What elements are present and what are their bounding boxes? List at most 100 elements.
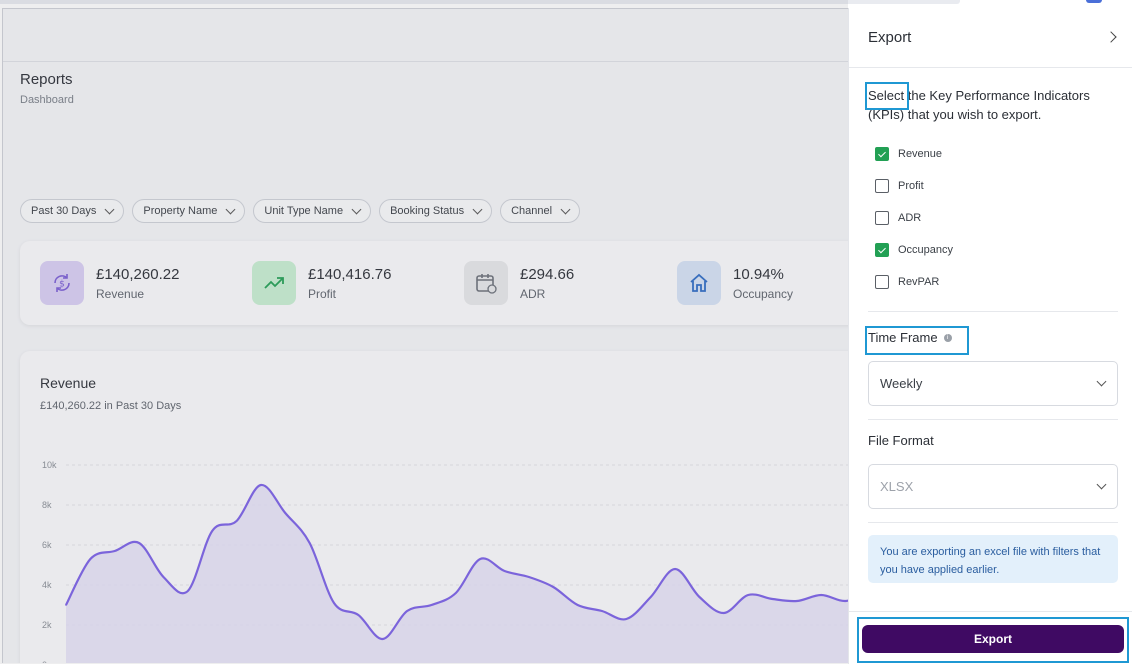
chevron-right-icon[interactable] [1105, 31, 1117, 43]
revenue-cycle-icon: $ [40, 261, 84, 305]
chevron-down-icon [1096, 479, 1107, 490]
panel-title: Export [868, 29, 912, 46]
data-point [528, 576, 530, 578]
data-point [308, 542, 311, 544]
kpi-option-revenue[interactable]: Revenue [875, 147, 942, 161]
filter-label: Unit Type Name [264, 205, 344, 217]
option-label: Occupancy [898, 244, 954, 256]
data-point [771, 598, 774, 600]
data-point [552, 586, 555, 588]
filter-label: Booking Status [390, 205, 465, 217]
y-tick-label: 4k [42, 580, 52, 590]
option-label: Revenue [898, 148, 943, 160]
y-tick-label: 0 [42, 660, 47, 663]
file-format-label: File Format [868, 433, 934, 448]
file-format-select[interactable]: XLSX [868, 464, 1118, 509]
breadcrumb: Dashboard [20, 94, 74, 106]
data-point [674, 568, 676, 570]
kpi-option-occupancy[interactable]: Occupancy [875, 243, 953, 257]
data-point [406, 610, 408, 612]
data-point [698, 596, 701, 598]
data-point [747, 594, 749, 596]
data-point [333, 602, 335, 604]
filter-label: Past 30 Days [31, 205, 97, 217]
checkbox-checked-icon[interactable] [875, 243, 889, 257]
filter-channel[interactable]: Channel [500, 199, 581, 223]
data-point [113, 550, 116, 552]
browser-top-strip [0, 0, 1132, 6]
section-divider [868, 522, 1118, 523]
page-title: Reports [20, 71, 73, 88]
data-point [211, 530, 213, 532]
kpi-value: £140,260.22 [96, 265, 180, 283]
data-point [844, 600, 847, 602]
data-point [723, 612, 725, 614]
filter-booking-status[interactable]: Booking Status [379, 199, 493, 223]
chevron-down-icon [1096, 376, 1107, 387]
checkbox-icon[interactable] [875, 211, 889, 225]
filter-label: Channel [511, 205, 553, 217]
data-point [625, 618, 628, 620]
trending-up-icon [252, 261, 296, 305]
highlight-box [865, 326, 969, 355]
chevron-down-icon [104, 204, 115, 214]
filter-unit-type[interactable]: Unit Type Name [253, 199, 372, 223]
data-point [260, 484, 262, 486]
data-point [576, 604, 579, 606]
checkbox-icon[interactable] [875, 179, 889, 193]
checkbox-checked-icon[interactable] [875, 147, 889, 161]
revenue-line [65, 483, 849, 641]
select-value: XLSX [880, 479, 914, 494]
kpi-profit: £140,416.76 Profit [252, 261, 391, 305]
data-point [820, 594, 823, 596]
export-button[interactable]: Export [862, 625, 1124, 653]
section-divider [868, 419, 1118, 420]
kpi-adr: £294.66 ADR [464, 261, 574, 305]
y-tick-label: 10k [42, 460, 57, 470]
instructions-text: the Key Performance Indicators (KPIs) th… [868, 88, 1090, 122]
section-divider [868, 311, 1118, 312]
data-point [503, 570, 506, 572]
panel-divider [849, 67, 1132, 68]
select-value: Weekly [880, 376, 923, 391]
chevron-down-icon [225, 204, 236, 214]
data-point [455, 592, 457, 594]
filter-date-range[interactable]: Past 30 Days [20, 199, 125, 223]
revenue-chart: 10k 8k 6k 4k 2k 0 [42, 460, 849, 663]
filter-bar: Past 30 Days Property Name Unit Type Nam… [20, 199, 581, 223]
panel-divider [849, 611, 1132, 612]
kpi-label: Revenue [96, 286, 145, 301]
highlight-box [865, 82, 909, 110]
option-label: RevPAR [898, 276, 940, 288]
header-divider [3, 61, 849, 62]
info-icon[interactable]: i [943, 334, 952, 342]
calendar-price-icon [464, 261, 508, 305]
export-notice: You are exporting an excel file with fil… [868, 535, 1118, 583]
time-frame-select[interactable]: Weekly [868, 361, 1118, 406]
export-panel: Export Select the Key Performance Indica… [848, 8, 1132, 664]
data-point [187, 590, 189, 592]
filter-label: Property Name [143, 205, 218, 217]
chevron-down-icon [472, 204, 483, 214]
data-point [479, 558, 481, 560]
reports-main: Reports Dashboard Past 30 Days Property … [2, 8, 849, 663]
svg-text:$: $ [59, 280, 65, 290]
notice-text: You are exporting an excel file with fil… [880, 546, 1101, 576]
filter-property-name[interactable]: Property Name [132, 199, 246, 223]
kpi-summary-card: $ £140,260.22 Revenue £140,416.76 Profit £… [20, 241, 849, 325]
kpi-revenue: $ £140,260.22 Revenue [40, 261, 179, 305]
kpi-option-profit[interactable]: Profit [875, 179, 924, 193]
kpi-label: Occupancy [733, 286, 794, 301]
time-frame-label: Time Frame i [868, 330, 952, 345]
kpi-label: Profit [308, 286, 337, 301]
data-point [649, 596, 652, 598]
y-tick-label: 6k [42, 540, 52, 550]
data-point [381, 638, 384, 640]
kpi-label: ADR [520, 286, 546, 301]
option-label: Profit [898, 180, 924, 192]
checkbox-icon[interactable] [875, 275, 889, 289]
revenue-chart-card: Revenue £140,260.22 in Past 30 Days 10k 8… [20, 351, 849, 663]
kpi-option-adr[interactable]: ADR [875, 211, 921, 225]
kpi-option-revpar[interactable]: RevPAR [875, 275, 939, 289]
data-point [796, 600, 798, 602]
